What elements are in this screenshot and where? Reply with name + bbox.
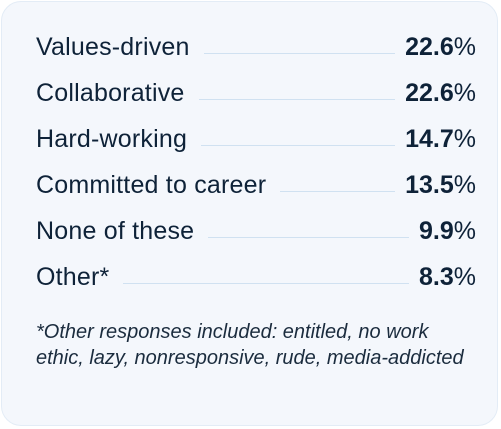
result-row: None of these 9.9% xyxy=(36,208,476,254)
result-number: 22.6 xyxy=(405,32,454,61)
leader-line xyxy=(280,190,396,192)
result-number: 8.3 xyxy=(419,262,454,291)
leader-line xyxy=(198,98,396,100)
result-row: Values-driven 22.6% xyxy=(36,24,476,70)
result-label: None of these xyxy=(36,216,195,245)
footnote: *Other responses included: entitled, no … xyxy=(36,321,464,369)
leader-line xyxy=(201,144,396,146)
result-label: Collaborative xyxy=(36,78,185,107)
result-number: 13.5 xyxy=(405,170,454,199)
results-list: Values-driven 22.6% Collaborative 22.6% Hard… xyxy=(36,24,476,300)
result-value: 13.5% xyxy=(405,171,476,200)
leader-line xyxy=(123,282,409,284)
percent-sign: % xyxy=(453,32,476,61)
result-value: 14.7% xyxy=(405,125,476,154)
result-value: 22.6% xyxy=(405,33,476,62)
percent-sign: % xyxy=(453,170,476,199)
percent-sign: % xyxy=(453,262,476,291)
result-value: 22.6% xyxy=(405,79,476,108)
result-number: 22.6 xyxy=(405,78,454,107)
result-number: 9.9 xyxy=(419,216,454,245)
result-value: 9.9% xyxy=(419,217,476,246)
result-number: 14.7 xyxy=(405,124,454,153)
percent-sign: % xyxy=(453,78,476,107)
result-label: Other* xyxy=(36,262,110,291)
result-value: 8.3% xyxy=(419,263,476,292)
result-label: Committed to career xyxy=(36,170,267,199)
result-row: Collaborative 22.6% xyxy=(36,70,476,116)
leader-line xyxy=(208,236,409,238)
result-label: Hard-working xyxy=(36,124,188,153)
percent-sign: % xyxy=(453,216,476,245)
result-label: Values-driven xyxy=(36,32,190,61)
result-row: Hard-working 14.7% xyxy=(36,116,476,162)
result-row: Committed to career 13.5% xyxy=(36,162,476,208)
result-row: Other* 8.3% xyxy=(36,254,476,300)
leader-line xyxy=(203,52,396,54)
percent-sign: % xyxy=(453,124,476,153)
